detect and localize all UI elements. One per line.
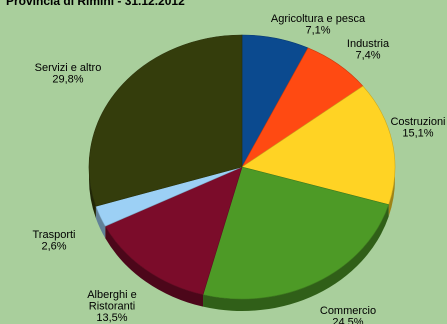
pie-label-alberghi-e-ristoranti: Alberghi e Ristoranti 13,5% [87, 289, 137, 324]
pie-slice-side-alberghi-e-ristoranti [105, 226, 204, 307]
pie-top-layer [88, 34, 396, 300]
pie-label-commercio: Commercio 24,5% [320, 305, 376, 324]
pie-slice-side-costruzioni [388, 167, 395, 217]
pie-slice-costruzioni [241, 85, 396, 205]
pie-label-servizi-e-altro: Servizi e altro 29,8% [35, 62, 102, 86]
pie-slice-side-commercio [203, 204, 389, 312]
pie-slice-commercio [202, 166, 390, 300]
pie-slice-alberghi-e-ristoranti [104, 166, 243, 295]
pie-label-agricoltura-e-pesca: Agricoltura e pesca 7,1% [271, 13, 366, 37]
pie-labels-layer: Agricoltura e pesca 7,1%Industria 7,4% Cost… [33, 13, 446, 324]
pie-depth-layer [89, 167, 395, 312]
pie-label-trasporti: Trasporti 2,6% [33, 229, 76, 253]
chart-title: Provincia di Rimini - 31.12.2012 [6, 0, 185, 8]
pie-label-industria: Industria 7,4% [347, 38, 390, 62]
pie-slice-side-servizi-e-altro [89, 167, 96, 219]
pie-slice-side-trasporti [95, 206, 106, 239]
pie-label-costruzioni: Costruzioni 15,1% [390, 116, 445, 140]
pie-slice-servizi-e-altro [88, 34, 243, 207]
